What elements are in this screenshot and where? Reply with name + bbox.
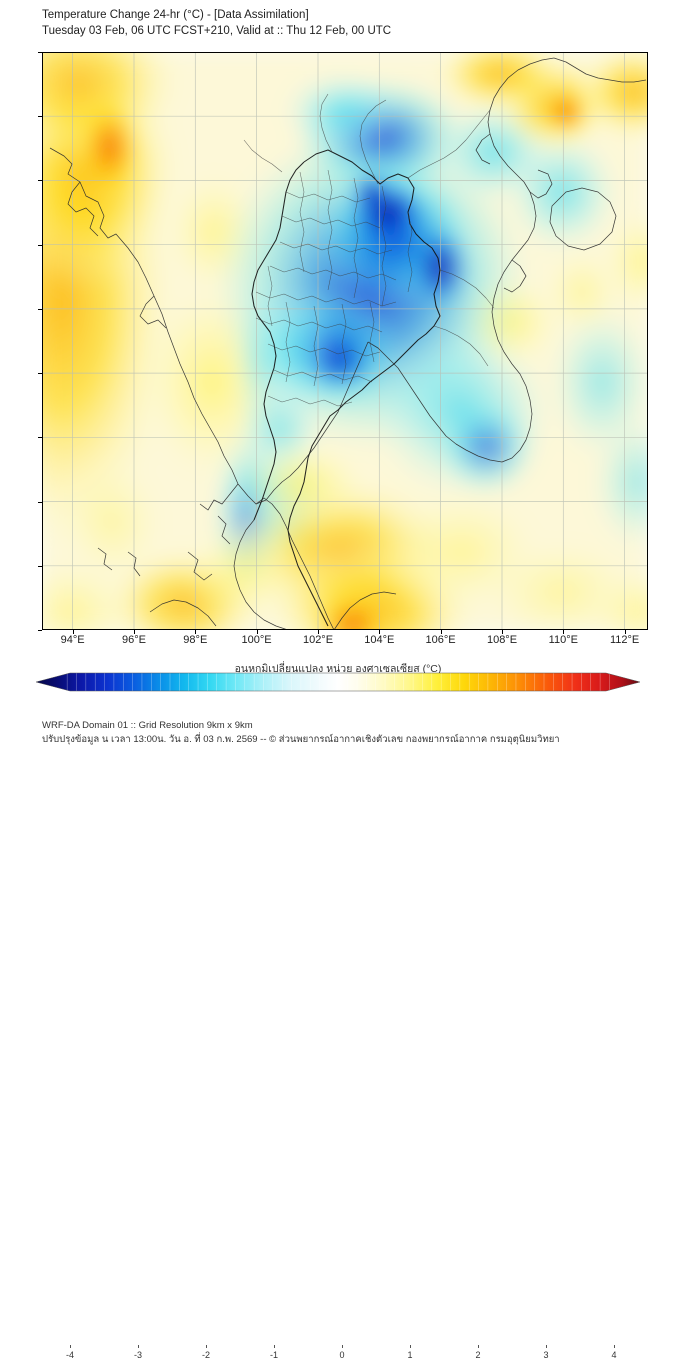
xtick-mark bbox=[256, 630, 258, 634]
xtick-label: 110°E bbox=[548, 634, 578, 646]
ytick-mark bbox=[38, 565, 42, 567]
xtick-label: 106°E bbox=[425, 634, 456, 646]
xtick-mark bbox=[134, 630, 135, 634]
cbar-tick-mark bbox=[614, 1345, 615, 1348]
xtick-mark bbox=[72, 630, 74, 634]
cbar-tick-label: 3 bbox=[543, 1350, 549, 1360]
ytick-mark bbox=[38, 52, 42, 53]
footer-line-1: WRF-DA Domain 01 :: Grid Resolution 9km … bbox=[42, 720, 253, 731]
ytick-mark bbox=[38, 630, 42, 631]
cbar-tick-label: -3 bbox=[133, 1350, 143, 1360]
xtick-mark bbox=[195, 630, 197, 634]
cbar-tick-label: 4 bbox=[611, 1350, 617, 1360]
cbar-tick-mark bbox=[546, 1345, 547, 1348]
xtick-mark bbox=[440, 630, 442, 634]
xtick-label: 94°E bbox=[60, 634, 85, 646]
xtick-mark bbox=[624, 630, 626, 634]
chart-title-line-2: Tuesday 03 Feb, 06 UTC FCST+210, Valid a… bbox=[42, 24, 392, 37]
xtick-label: 100°E bbox=[241, 634, 272, 646]
xtick-label: 108°E bbox=[486, 634, 518, 646]
cbar-tick-label: 1 bbox=[407, 1350, 413, 1360]
xtick-label: 104°E bbox=[364, 634, 395, 646]
cbar-tick-mark bbox=[206, 1345, 207, 1348]
ytick-mark bbox=[38, 244, 42, 246]
colorbar-gradient[interactable] bbox=[30, 672, 646, 692]
footer-line-2: ปรับปรุงข้อมูล น เวลา 13:00น. วัน อ. ที่… bbox=[42, 734, 560, 745]
xtick-label: 102°E bbox=[302, 634, 334, 646]
ytick-mark bbox=[38, 180, 42, 182]
colorbar-block: อุนหกูมิเปลี่ยนแปลง หน่วย องศาเซลเซียส (… bbox=[0, 660, 676, 1360]
cbar-tick-label: -1 bbox=[269, 1350, 279, 1360]
chart-title-block: Temperature Change 24-hr (°C) - [Data As… bbox=[42, 8, 642, 39]
xtick-mark bbox=[318, 630, 319, 634]
xtick-label: 98°E bbox=[183, 634, 208, 646]
cbar-tick-mark bbox=[342, 1345, 343, 1348]
xtick-mark bbox=[502, 630, 503, 634]
ytick-mark bbox=[38, 308, 42, 310]
ytick-mark bbox=[38, 501, 42, 503]
cbar-tick-mark bbox=[274, 1345, 275, 1348]
ytick-mark bbox=[38, 116, 42, 118]
cbar-tick-mark bbox=[138, 1345, 139, 1348]
map-graticule bbox=[42, 52, 648, 630]
cbar-tick-label: 2 bbox=[475, 1350, 481, 1360]
xtick-label: 96°E bbox=[122, 634, 146, 646]
footer-block: WRF-DA Domain 01 :: Grid Resolution 9km … bbox=[42, 719, 662, 747]
cbar-tick-mark bbox=[410, 1345, 411, 1348]
map-plot-area[interactable] bbox=[42, 52, 648, 630]
chart-title-line-1: Temperature Change 24-hr (°C) - [Data As… bbox=[42, 9, 309, 21]
xtick-label: 112°E bbox=[609, 634, 640, 646]
axes-layer: 4°N 6°N 8°N 10°N 12°N 14°N 16°N 18°N 20°… bbox=[38, 52, 640, 646]
cbar-tick-mark bbox=[478, 1345, 479, 1348]
temperature-change-field bbox=[42, 52, 648, 630]
xtick-mark bbox=[379, 630, 381, 634]
cbar-tick-label: -2 bbox=[201, 1350, 211, 1360]
colorbar-title: อุนหกูมิเปลี่ยนแปลง หน่วย องศาเซลเซียส (… bbox=[234, 663, 442, 675]
ytick-mark bbox=[38, 437, 42, 439]
map-coastlines bbox=[49, 57, 647, 630]
ytick-mark bbox=[38, 373, 42, 375]
xtick-mark bbox=[563, 630, 565, 634]
cbar-tick-label: 0 bbox=[339, 1350, 345, 1360]
cbar-tick-label: -4 bbox=[65, 1350, 75, 1360]
cbar-tick-mark bbox=[70, 1345, 71, 1348]
